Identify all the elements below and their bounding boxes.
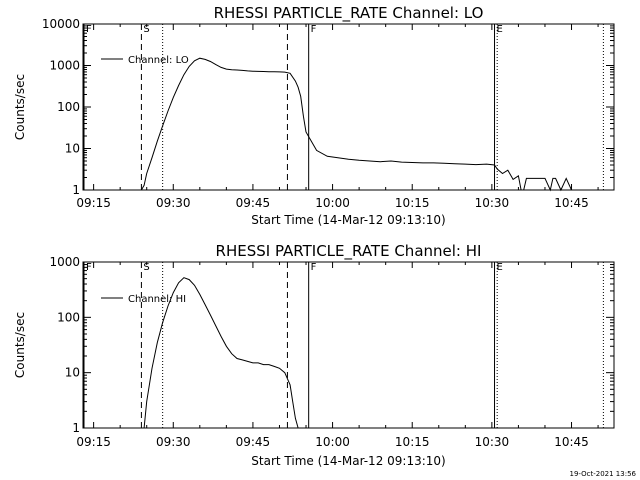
plot-frame — [82, 261, 615, 429]
legend-label: Channel: LO — [128, 55, 189, 66]
marker-label: S — [143, 262, 149, 273]
marker-label: F — [311, 262, 317, 273]
marker-label: F — [86, 262, 92, 273]
x-tick-label: 10:00 — [315, 196, 350, 210]
x-tick-label: 09:30 — [156, 435, 191, 449]
x-axis-label: Start Time (14-Mar-12 09:13:10) — [251, 454, 445, 468]
timestamp: 19-Oct-2021 13:56 — [570, 470, 637, 478]
series-line — [143, 277, 299, 429]
x-tick-label: 10:30 — [475, 435, 510, 449]
x-tick-label: 10:00 — [315, 435, 350, 449]
x-tick-label: 09:30 — [156, 196, 191, 210]
x-tick-label: 10:45 — [554, 435, 589, 449]
x-tick-label: 10:15 — [395, 435, 430, 449]
x-tick-label: 10:30 — [475, 196, 510, 210]
chart-title: RHESSI PARTICLE_RATE Channel: LO — [214, 4, 484, 23]
y-tick-label: 100 — [57, 310, 80, 324]
y-tick-label: 100 — [57, 100, 80, 114]
x-tick-label: 09:15 — [76, 196, 111, 210]
marker-label: F — [311, 24, 317, 35]
y-tick-label: 10 — [65, 366, 80, 380]
x-tick-label: 09:45 — [236, 435, 271, 449]
y-tick-label: 10000 — [42, 17, 80, 31]
y-tick-label: 1000 — [49, 59, 80, 73]
y-axis-label: Counts/sec — [13, 74, 27, 140]
x-tick-label: 10:15 — [395, 196, 430, 210]
marker-label: F — [86, 24, 92, 35]
x-tick-label: 09:15 — [76, 435, 111, 449]
x-tick-label: 09:45 — [236, 196, 271, 210]
y-tick-label: 1 — [72, 183, 80, 197]
marker-label: E — [497, 24, 503, 35]
y-tick-label: 1000 — [49, 255, 80, 269]
y-tick-label: 10 — [65, 142, 80, 156]
marker-label: S — [143, 24, 149, 35]
y-axis-label: Counts/sec — [13, 312, 27, 378]
marker-label: E — [497, 262, 503, 273]
x-tick-label: 10:45 — [554, 196, 589, 210]
y-tick-label: 1 — [72, 421, 80, 435]
series-line — [140, 57, 588, 192]
chart-title: RHESSI PARTICLE_RATE Channel: HI — [216, 242, 482, 261]
legend-label: Channel: HI — [128, 294, 186, 305]
x-axis-label: Start Time (14-Mar-12 09:13:10) — [251, 213, 445, 227]
